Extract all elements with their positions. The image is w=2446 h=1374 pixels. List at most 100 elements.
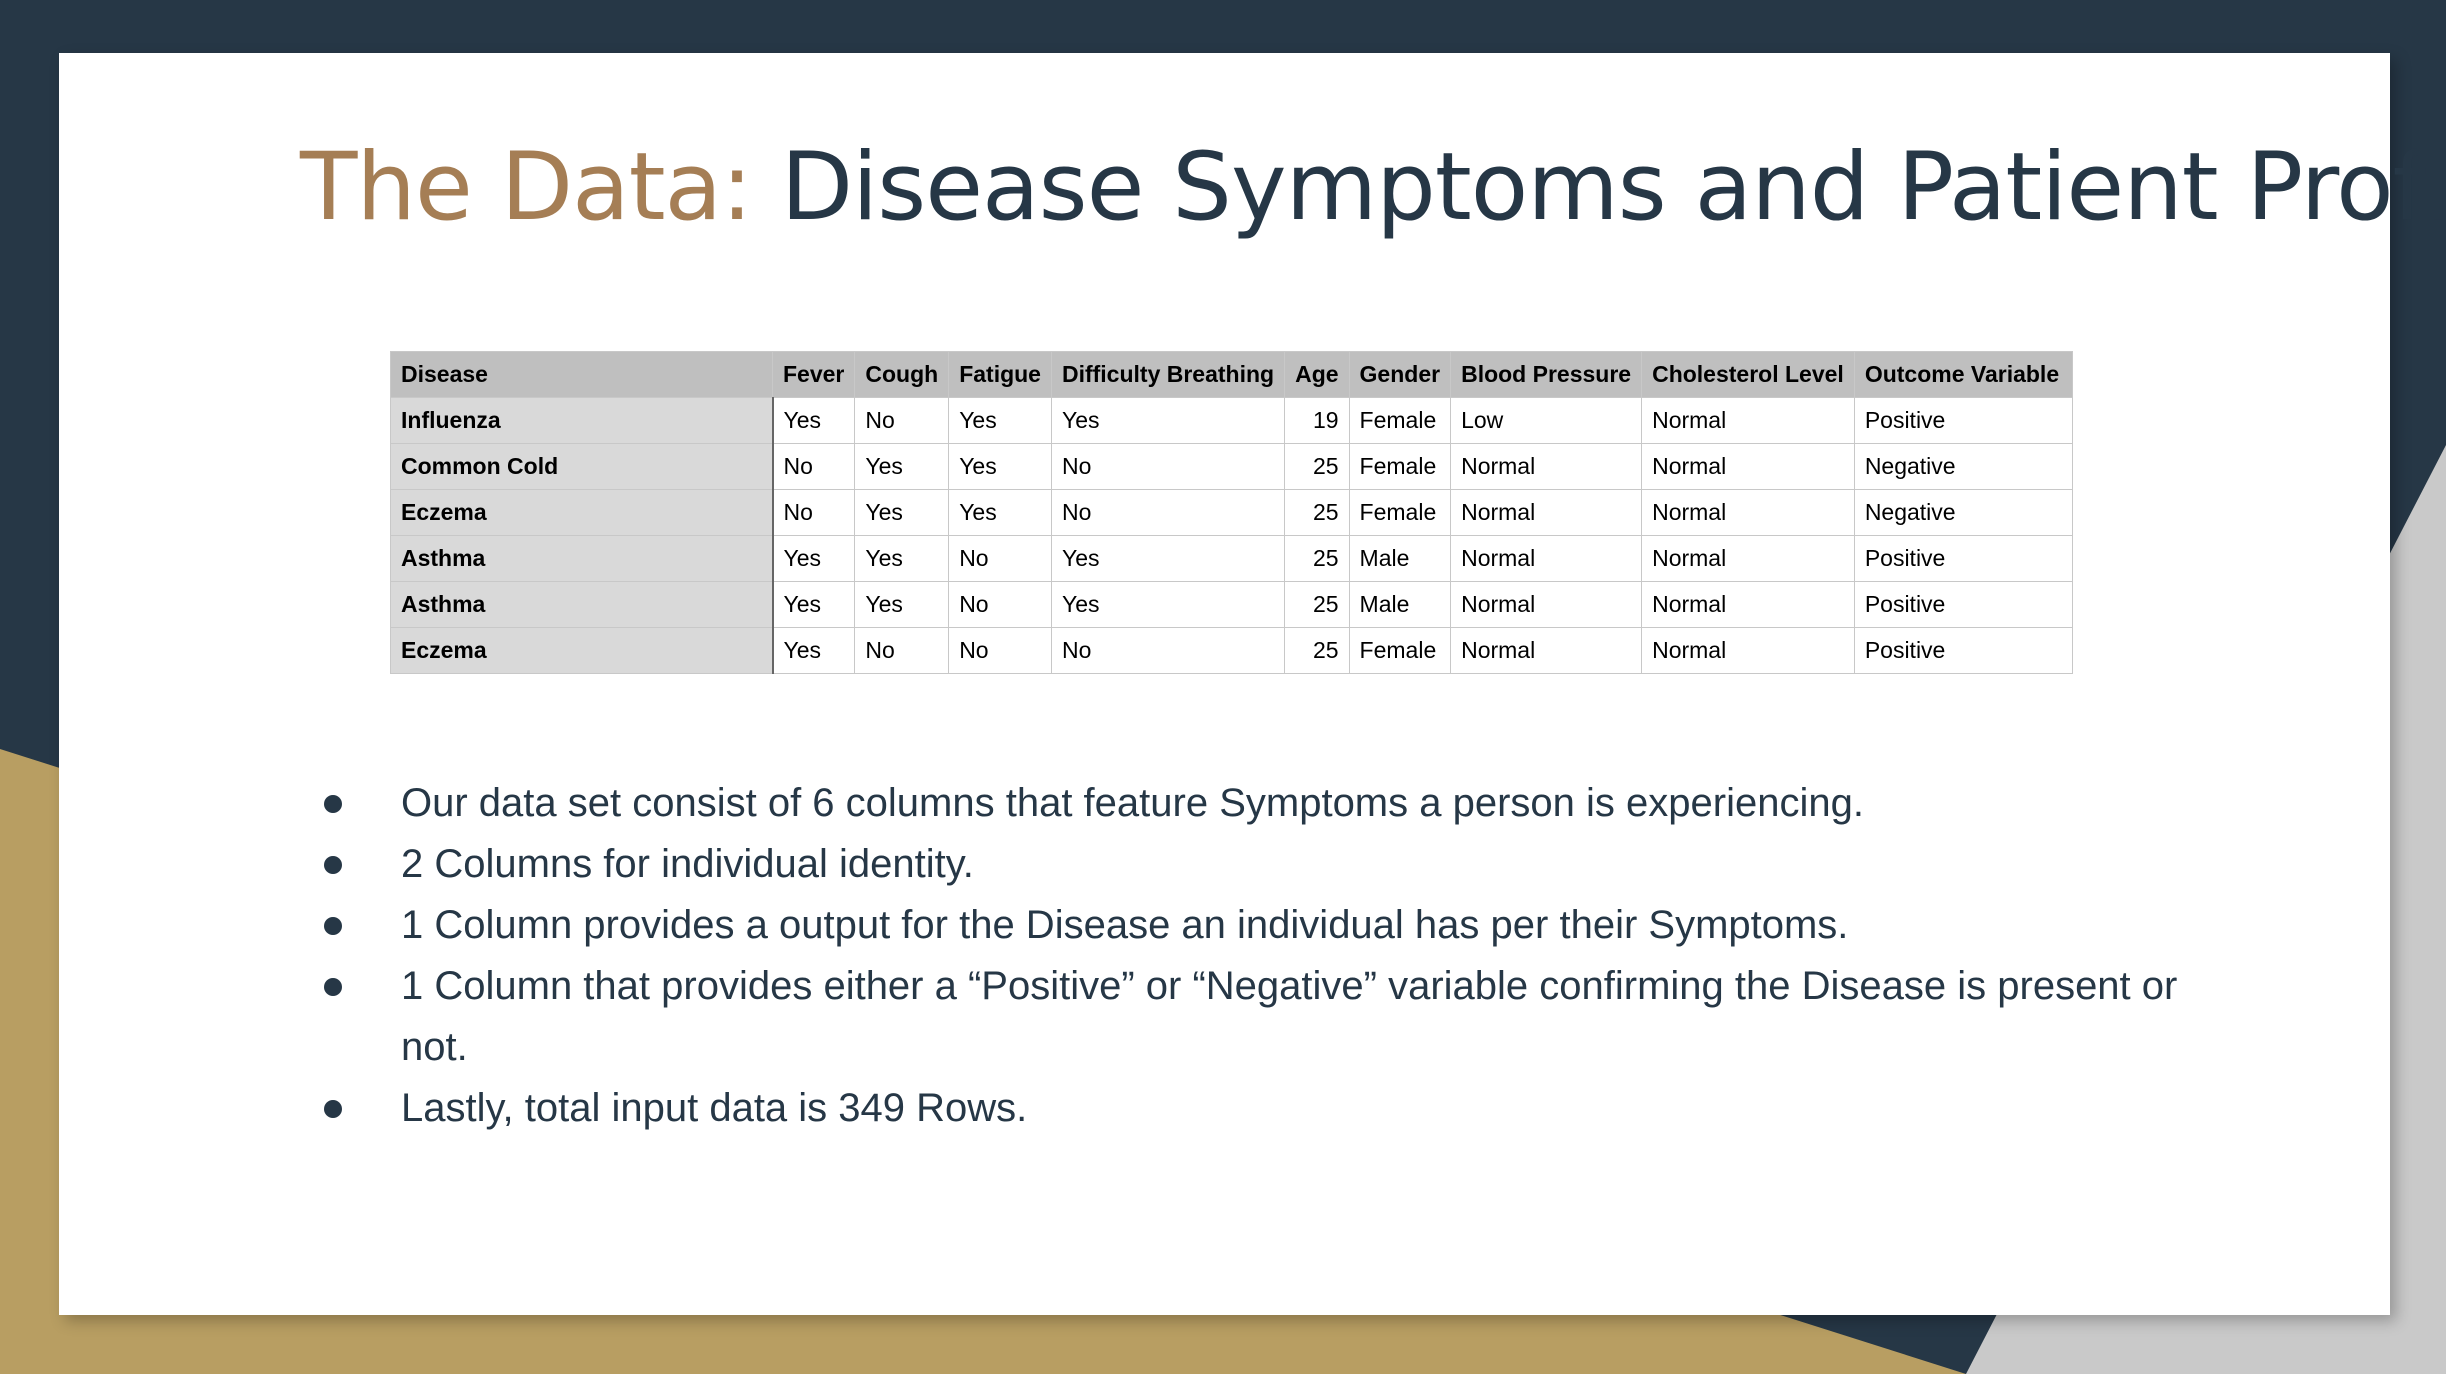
table-cell: Influenza: [390, 397, 774, 444]
table-cell: Yes: [854, 489, 950, 536]
table-cell: Yes: [948, 443, 1052, 490]
table-cell: Normal: [1641, 443, 1855, 490]
header-cell: Cholesterol Level: [1641, 351, 1855, 398]
table-cell: Yes: [771, 397, 856, 444]
table-cell: Male: [1348, 535, 1452, 582]
table-cell: Negative: [1853, 443, 2073, 490]
table-cell: Female: [1348, 397, 1452, 444]
table-cell: Yes: [948, 397, 1052, 444]
bullet-text: Our data set consist of 6 columns that f…: [401, 781, 1864, 825]
table-row: Asthma Yes Yes No Yes 25 Male Normal Normal Posit…: [390, 581, 2073, 628]
table-cell: Male: [1348, 581, 1452, 628]
table-body: Influenza Yes No Yes Yes 19 Female Low Normal Pos…: [390, 397, 2073, 674]
table-cell: Normal: [1450, 581, 1643, 628]
table-cell: 19: [1284, 397, 1350, 444]
data-table: Disease Fever Cough Fatigue Difficulty Breat…: [390, 351, 2073, 674]
header-row: Disease Fever Cough Fatigue Difficulty Breat…: [390, 351, 2073, 398]
bullet-dot: [324, 795, 342, 813]
title-prefix: The Data:: [300, 133, 753, 242]
table-cell: Yes: [771, 535, 856, 582]
title-main: Disease Symptoms and Patient Profile: [780, 133, 2446, 242]
table-cell: Eczema: [390, 489, 774, 536]
table-cell: No: [948, 581, 1052, 628]
table-cell: Yes: [771, 581, 856, 628]
table-cell: Eczema: [390, 627, 774, 674]
table-cell: No: [1050, 443, 1286, 490]
slide-title: The Data: Disease Symptoms and Patient P…: [300, 133, 2446, 242]
table-cell: No: [771, 489, 856, 536]
table-cell: 25: [1284, 581, 1350, 628]
table-cell: Asthma: [390, 535, 774, 582]
bullet-dot: [324, 856, 342, 874]
table-cell: Yes: [854, 443, 950, 490]
table-cell: Yes: [1050, 397, 1286, 444]
table-cell: Yes: [771, 627, 856, 674]
table-cell: Normal: [1450, 535, 1643, 582]
bullet-text: 1 Column that provides either a “Positiv…: [401, 964, 2178, 1069]
bullet-item: 1 Column that provides either a “Positiv…: [324, 956, 2231, 1078]
header-cell: Disease: [390, 351, 773, 398]
bullet-item: Our data set consist of 6 columns that f…: [324, 773, 2231, 834]
table-row: Asthma Yes Yes No Yes 25 Male Normal Normal Posit…: [390, 535, 2073, 582]
table-cell: Female: [1348, 627, 1452, 674]
table-cell: Normal: [1641, 581, 1855, 628]
table-cell: 25: [1284, 535, 1350, 582]
table-row: Eczema Yes No No No 25 Female Normal Normal Posit…: [390, 627, 2073, 674]
bullet-item: 2 Columns for individual identity.: [324, 834, 2231, 895]
table-cell: 25: [1284, 489, 1350, 536]
header-cell: Fever: [771, 351, 856, 398]
bullet-item: 1 Column provides a output for the Disea…: [324, 895, 2231, 956]
table-cell: Positive: [1853, 581, 2073, 628]
table-cell: Negative: [1853, 489, 2073, 536]
table-cell: Normal: [1641, 489, 1855, 536]
bullet-dot: [324, 978, 342, 996]
table-cell: Positive: [1853, 535, 2073, 582]
header-cell: Cough: [854, 351, 950, 398]
header-cell: Gender: [1348, 351, 1452, 398]
table-cell: Normal: [1641, 535, 1855, 582]
header-cell: Outcome Variable: [1853, 351, 2073, 398]
bullet-item: Lastly, total input data is 349 Rows.: [324, 1078, 2231, 1139]
bullet-dot: [324, 1100, 342, 1118]
table-cell: Common Cold: [390, 443, 774, 490]
slide: The Data: Disease Symptoms and Patient P…: [59, 53, 2446, 1315]
table-cell: Yes: [854, 581, 950, 628]
table-cell: Normal: [1450, 443, 1643, 490]
table-cell: Positive: [1853, 627, 2073, 674]
table-cell: No: [948, 627, 1052, 674]
table-row: Common Cold No Yes Yes No 25 Female Normal Norma…: [390, 443, 2073, 490]
header-cell: Fatigue: [948, 351, 1052, 398]
table-cell: Yes: [1050, 535, 1286, 582]
table-cell: 25: [1284, 627, 1350, 674]
bullet-list: Our data set consist of 6 columns that f…: [324, 773, 2231, 1139]
table-cell: Normal: [1450, 627, 1643, 674]
table-cell: Female: [1348, 443, 1452, 490]
bullet-dot: [324, 917, 342, 935]
table-cell: No: [854, 397, 950, 444]
table-cell: Low: [1450, 397, 1643, 444]
table-cell: No: [1050, 489, 1286, 536]
table-cell: No: [948, 535, 1052, 582]
table-row: Eczema No Yes Yes No 25 Female Normal Normal Nega…: [390, 489, 2073, 536]
table-cell: Normal: [1450, 489, 1643, 536]
bullet-text: 1 Column provides a output for the Disea…: [401, 903, 1849, 947]
header-cell: Difficulty Breathing: [1050, 351, 1286, 398]
table-cell: Female: [1348, 489, 1452, 536]
header-cell: Age: [1284, 351, 1350, 398]
table-row: Influenza Yes No Yes Yes 19 Female Low Normal Pos…: [390, 397, 2073, 444]
table-cell: 25: [1284, 443, 1350, 490]
table-cell: Yes: [948, 489, 1052, 536]
bullet-text: 2 Columns for individual identity.: [401, 842, 974, 886]
table-cell: Yes: [1050, 581, 1286, 628]
table-cell: Positive: [1853, 397, 2073, 444]
table-cell: Asthma: [390, 581, 774, 628]
header-cell: Blood Pressure: [1450, 351, 1643, 398]
bullet-text: Lastly, total input data is 349 Rows.: [401, 1086, 1028, 1130]
table-cell: No: [854, 627, 950, 674]
table-cell: No: [1050, 627, 1286, 674]
table-cell: Normal: [1641, 627, 1855, 674]
table-cell: Normal: [1641, 397, 1855, 444]
table-cell: No: [771, 443, 856, 490]
